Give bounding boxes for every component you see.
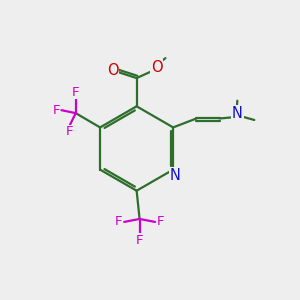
- Text: O: O: [107, 63, 119, 78]
- Text: F: F: [52, 104, 60, 117]
- Text: N: N: [169, 168, 180, 183]
- Text: F: F: [65, 125, 73, 138]
- Text: F: F: [157, 215, 165, 228]
- Text: O: O: [151, 60, 163, 75]
- Text: F: F: [114, 215, 122, 228]
- Text: N: N: [232, 106, 243, 121]
- Text: F: F: [72, 86, 80, 99]
- Text: F: F: [136, 234, 143, 247]
